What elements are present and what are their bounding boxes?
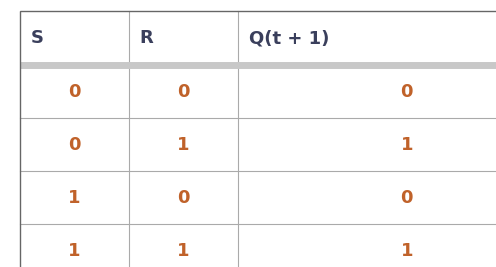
Text: 1: 1 [68,189,81,207]
Text: 0: 0 [177,83,190,101]
Text: 1: 1 [177,136,190,154]
Text: 1: 1 [68,242,81,260]
Text: S: S [31,29,44,47]
Text: Q(t + 1): Q(t + 1) [249,29,329,47]
Text: 1: 1 [400,136,413,154]
Text: 0: 0 [400,83,413,101]
Text: 1: 1 [177,242,190,260]
Text: R: R [140,29,154,47]
Text: 0: 0 [400,189,413,207]
Text: 1: 1 [400,242,413,260]
Text: 0: 0 [68,136,81,154]
Text: 0: 0 [68,83,81,101]
Text: 0: 0 [177,189,190,207]
